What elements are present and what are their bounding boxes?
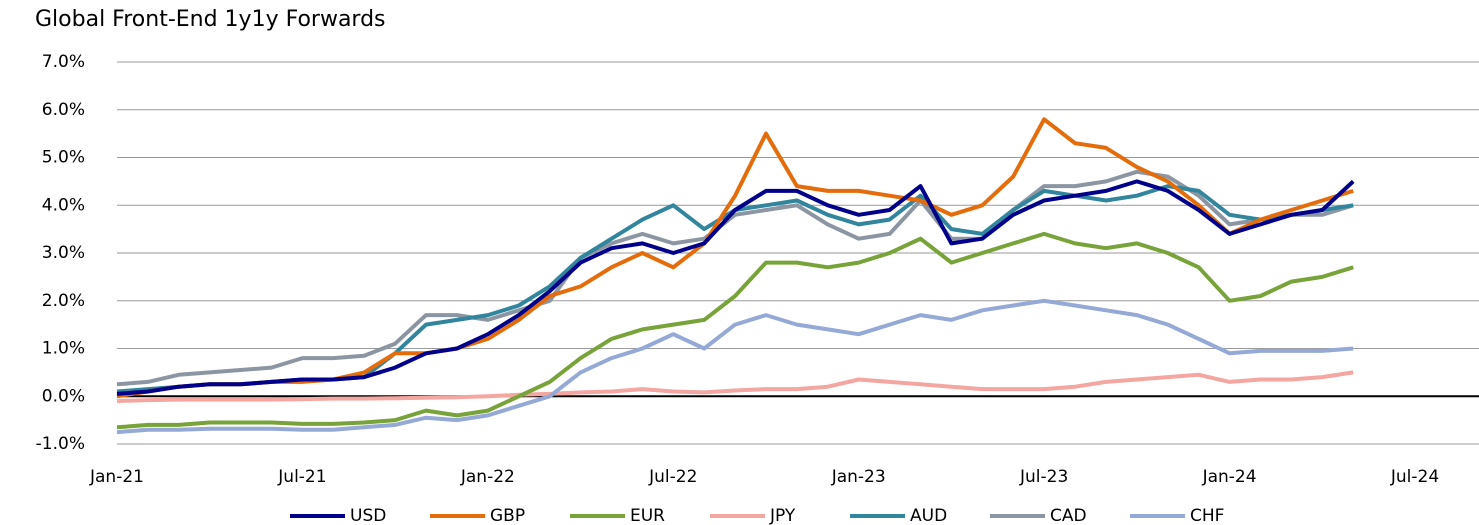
y-tick-label: 4.0% [42, 195, 85, 215]
series-line [116, 179, 1355, 396]
x-tick-label: Jul-24 [1390, 467, 1439, 487]
x-tick-label: Jul-23 [1019, 467, 1068, 487]
y-tick-label: 5.0% [42, 148, 85, 168]
series-line [116, 117, 1354, 399]
y-tick-label: 1.0% [42, 339, 85, 359]
legend-label: JPY [769, 506, 796, 525]
series-line [116, 370, 1354, 403]
y-tick-label: 7.0% [42, 52, 85, 72]
series-line [116, 298, 1354, 435]
chart-title: Global Front-End 1y1y Forwards [35, 7, 386, 32]
x-tick-label: Jan-22 [460, 467, 515, 487]
legend-label: GBP [490, 506, 525, 525]
legend-label: USD [350, 506, 386, 525]
legend-label: AUD [910, 506, 947, 525]
x-tick-label: Jul-21 [277, 467, 326, 487]
y-tick-label: 6.0% [42, 100, 85, 120]
x-tick-label: Jul-22 [648, 467, 697, 487]
series-line [116, 231, 1354, 430]
series-line [116, 169, 1354, 387]
legend-label: CHF [1190, 506, 1224, 525]
x-tick-label: Jan-23 [831, 467, 886, 487]
x-tick-label: Jan-21 [89, 467, 144, 487]
y-tick-label: 0.0% [42, 386, 85, 406]
y-tick-label: 2.0% [42, 291, 85, 311]
y-tick-label: -1.0% [36, 434, 85, 454]
legend-label: EUR [630, 506, 665, 525]
x-tick-label: Jan-24 [1202, 467, 1257, 487]
y-tick-label: 3.0% [42, 243, 85, 263]
legend-label: CAD [1050, 506, 1087, 525]
